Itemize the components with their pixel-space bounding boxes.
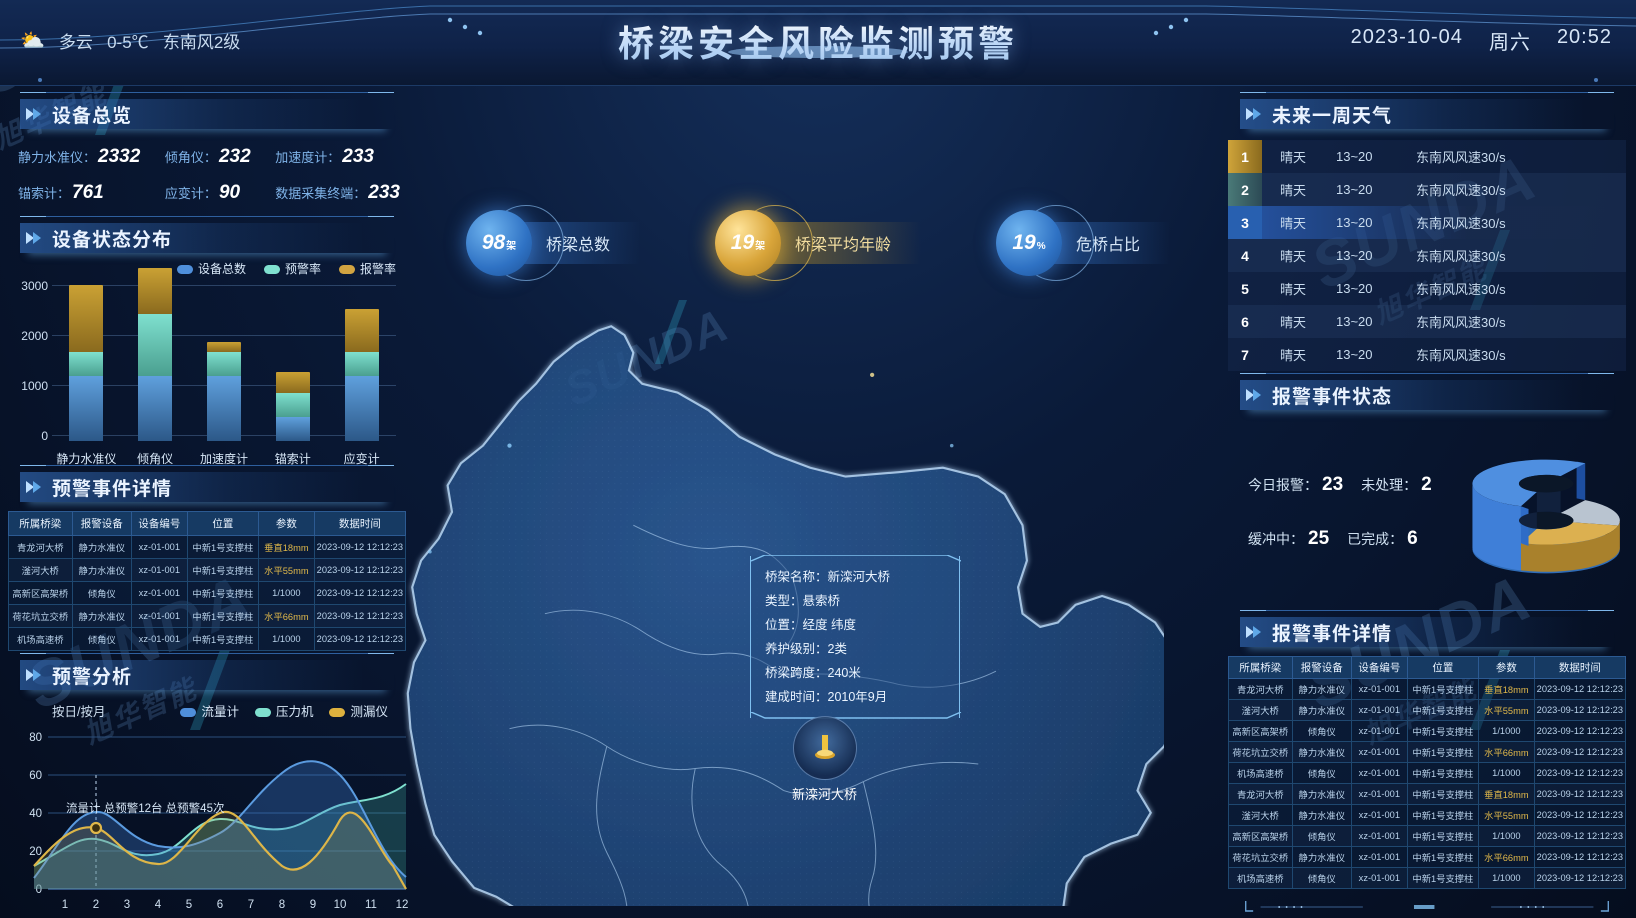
svg-text:20: 20: [29, 846, 42, 858]
svg-text:4: 4: [155, 899, 162, 911]
svg-text:10: 10: [334, 899, 347, 911]
svg-text:2: 2: [93, 899, 99, 911]
svg-text:6: 6: [217, 899, 223, 911]
svg-text:3: 3: [124, 899, 130, 911]
svg-text:1: 1: [62, 899, 68, 911]
svg-text:5: 5: [186, 899, 192, 911]
svg-text:60: 60: [29, 770, 42, 782]
svg-text:8: 8: [279, 899, 285, 911]
svg-text:80: 80: [29, 732, 42, 744]
svg-text:40: 40: [29, 808, 42, 820]
svg-text:9: 9: [310, 899, 316, 911]
svg-text:7: 7: [248, 899, 254, 911]
